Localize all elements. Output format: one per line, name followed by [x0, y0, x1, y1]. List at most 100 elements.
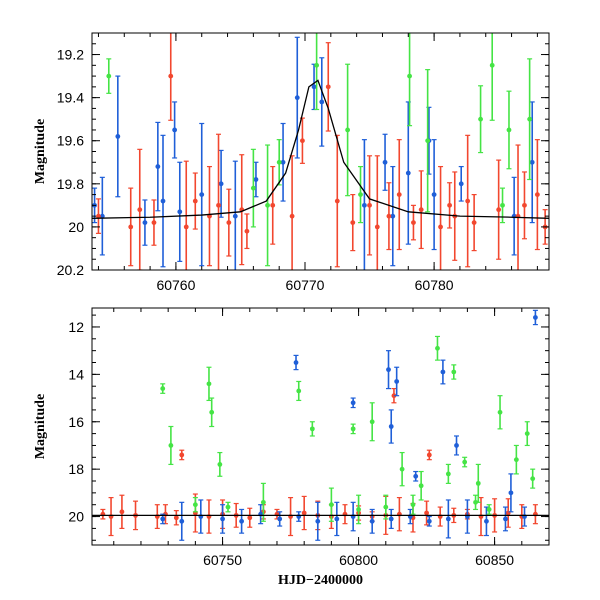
data-point — [168, 73, 174, 79]
data-point — [534, 192, 540, 197]
plot-area — [92, 309, 549, 541]
data-point — [280, 159, 286, 165]
data-point — [411, 220, 416, 226]
data-point — [394, 379, 400, 384]
data-point — [418, 207, 424, 213]
data-point — [500, 202, 505, 208]
data-point — [475, 480, 481, 486]
data-point — [325, 84, 331, 90]
data-point — [247, 515, 253, 521]
data-point — [183, 224, 189, 230]
panel-bottom: 60750 60800 60850 12 14 16 18 20 Magnitude HJD−24… — [33, 307, 550, 588]
data-point — [160, 198, 166, 204]
data-point — [350, 400, 356, 406]
data-point — [497, 409, 503, 415]
data-point — [216, 202, 221, 208]
data-point — [179, 452, 185, 458]
data-point — [367, 202, 372, 208]
data-point — [209, 409, 215, 415]
data-point — [407, 73, 412, 79]
y-tick-label: 18 — [68, 461, 84, 477]
data-point — [426, 452, 432, 458]
data-point — [391, 393, 397, 399]
model-curve — [92, 79, 549, 219]
data-point — [206, 381, 212, 387]
y-tick-label: 14 — [68, 366, 84, 382]
data-point — [226, 220, 232, 226]
x-tick-label: 60780 — [415, 277, 454, 293]
data-point — [232, 213, 238, 219]
data-point — [530, 476, 536, 482]
data-point — [388, 516, 394, 522]
data-point — [350, 426, 356, 432]
data-point — [334, 198, 340, 204]
data-point — [160, 516, 166, 522]
data-point — [96, 213, 101, 219]
data-point — [301, 510, 307, 516]
data-point — [217, 462, 223, 467]
data-point — [451, 369, 457, 375]
y-tick-label: 19.2 — [57, 47, 84, 63]
data-point — [358, 192, 363, 197]
data-point — [253, 177, 259, 182]
data-point — [192, 502, 198, 508]
data-point — [199, 192, 205, 197]
data-point — [300, 138, 305, 144]
data-point — [462, 459, 468, 465]
panel-top: 60760 60770 60780 19.2 19.4 19.6 19.8 20 20.2 Mag… — [33, 32, 550, 293]
data-point — [386, 367, 391, 373]
data-point — [386, 213, 392, 219]
data-point — [294, 95, 300, 101]
data-point — [142, 220, 148, 226]
data-point — [369, 419, 375, 425]
data-point — [513, 457, 519, 463]
data-point — [128, 224, 134, 230]
data-point — [168, 443, 174, 448]
data-point — [522, 202, 527, 208]
data-point — [374, 224, 380, 230]
data-point — [192, 198, 198, 204]
data-point — [225, 504, 231, 510]
data-point — [532, 315, 538, 320]
data-point — [489, 62, 495, 68]
y-tick-label: 16 — [68, 414, 84, 430]
data-point — [328, 502, 334, 508]
data-point — [506, 127, 512, 133]
data-point — [260, 499, 266, 505]
data-point — [435, 345, 440, 351]
data-point — [503, 516, 508, 522]
data-point — [458, 181, 464, 187]
data-point — [440, 369, 446, 375]
y-tick-label: 12 — [68, 319, 84, 335]
data-point — [405, 170, 411, 176]
data-point — [396, 192, 402, 197]
data-point — [277, 516, 283, 522]
data-point — [309, 426, 315, 432]
y-tick-label: 20 — [68, 219, 84, 235]
data-point — [445, 471, 451, 477]
data-point — [244, 228, 250, 234]
x-tick-label: 60800 — [339, 552, 378, 568]
data-point — [289, 213, 295, 219]
data-point — [524, 431, 530, 437]
data-point — [399, 466, 405, 472]
x-axis-title: HJD−2400000 — [278, 573, 363, 588]
x-tick-label: 60770 — [286, 277, 325, 293]
data-point — [350, 220, 356, 226]
data-point — [172, 127, 178, 133]
data-point — [361, 202, 367, 208]
data-point — [119, 509, 125, 515]
data-point — [115, 134, 121, 139]
data-point — [424, 510, 429, 516]
data-point — [382, 159, 388, 165]
data-point — [151, 220, 157, 226]
data-point — [239, 518, 245, 524]
data-point — [496, 207, 502, 213]
data-point — [478, 116, 483, 122]
y-axis-title: Magnitude — [33, 119, 48, 184]
data-point — [445, 516, 451, 522]
data-point — [425, 138, 431, 144]
data-point — [218, 181, 224, 187]
data-point — [106, 73, 112, 79]
